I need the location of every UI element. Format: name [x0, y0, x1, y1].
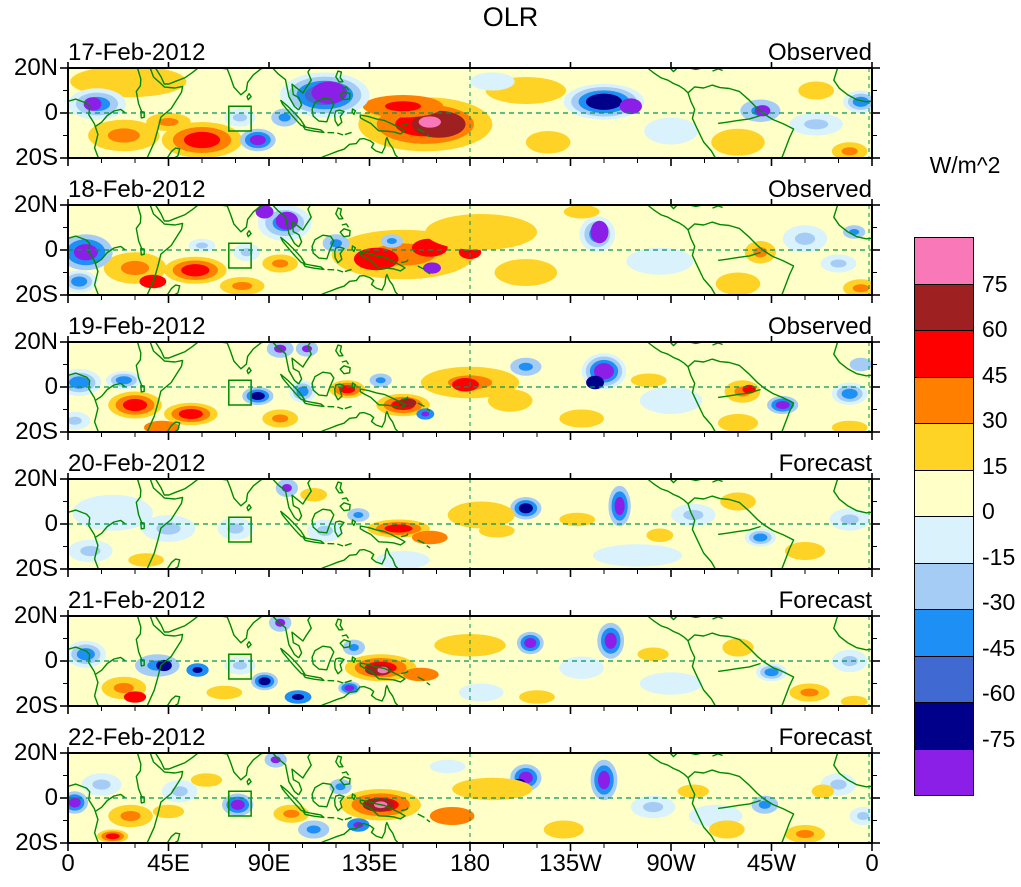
- lat-label: 0: [44, 236, 58, 263]
- lat-label: 0: [44, 99, 58, 126]
- colorbar-tick-label: -30: [982, 589, 1016, 615]
- colorbar-segment: [915, 610, 973, 657]
- colorbar-segment: [915, 749, 973, 795]
- panel-date-label: 17-Feb-2012: [68, 39, 206, 66]
- map-panel-svg: [60, 747, 880, 851]
- lat-label: 0: [44, 510, 58, 537]
- lat-label: 0: [44, 373, 58, 400]
- panel-date-label: 19-Feb-2012: [68, 313, 206, 340]
- lon-label: 90W: [646, 850, 696, 877]
- map-panel-svg: [60, 62, 880, 166]
- colorbar-tick-label: -15: [982, 543, 1016, 570]
- lat-label: 20N: [13, 328, 58, 355]
- lon-label: 0: [61, 850, 75, 877]
- map-panel-svg: [60, 336, 880, 440]
- lon-label: 180: [449, 850, 491, 877]
- colorbar-tick-label: -75: [982, 725, 1016, 752]
- lon-label: 0: [865, 850, 879, 877]
- lat-label: 20S: [15, 144, 58, 171]
- panel-type-label: Forecast: [778, 724, 872, 751]
- colorbar-tick-label: 30: [982, 407, 1008, 433]
- lat-label: 20N: [13, 602, 58, 629]
- colorbar-tick-label: 45: [982, 361, 1008, 388]
- lat-label: 20N: [13, 54, 58, 81]
- lat-label: 20S: [15, 829, 58, 856]
- colorbar-segment: [915, 470, 973, 517]
- colorbar-body: [914, 237, 974, 796]
- colorbar-segment: [915, 331, 973, 378]
- lat-label: 20S: [15, 555, 58, 582]
- colorbar-unit-label: W/m^2: [929, 152, 1001, 178]
- lat-label: 0: [44, 647, 58, 674]
- lat-label: 20N: [13, 465, 58, 492]
- lat-label: 0: [44, 784, 58, 811]
- map-panel-svg: [60, 610, 880, 714]
- lon-label: 45E: [147, 850, 190, 877]
- lat-label: 20S: [15, 281, 58, 308]
- panel-type-label: Observed: [767, 39, 872, 66]
- colorbar-segment: [915, 563, 973, 610]
- panel-type-label: Forecast: [778, 450, 872, 477]
- colorbar-tick-label: 0: [982, 498, 995, 524]
- colorbar-segment: [915, 424, 973, 471]
- figure-title: OLR: [482, 2, 539, 32]
- colorbar-tick-label: -60: [982, 680, 1016, 706]
- lat-label: 20S: [15, 692, 58, 719]
- lon-label: 135W: [539, 850, 602, 877]
- lat-label: 20S: [15, 418, 58, 445]
- panel-type-label: Observed: [767, 313, 872, 340]
- colorbar-tick-label: 60: [982, 316, 1008, 342]
- panel-date-label: 21-Feb-2012: [68, 587, 206, 614]
- map-panel-svg: [60, 199, 880, 303]
- panel-type-label: Forecast: [778, 587, 872, 614]
- colorbar-segment: [915, 517, 973, 564]
- lon-label: 135E: [341, 850, 398, 877]
- panel-date-label: 22-Feb-2012: [68, 724, 206, 751]
- colorbar-tick-label: 15: [982, 452, 1008, 479]
- lat-label: 20N: [13, 739, 58, 766]
- panel-type-label: Observed: [767, 176, 872, 203]
- colorbar-segment: [915, 703, 973, 750]
- colorbar-segment: [915, 284, 973, 331]
- lon-label: 90E: [247, 850, 291, 877]
- lat-label: 20N: [13, 191, 58, 218]
- map-panel-svg: [60, 473, 880, 577]
- panel-date-label: 20-Feb-2012: [68, 450, 206, 477]
- colorbar-segment: [915, 238, 973, 285]
- colorbar-segment: [915, 377, 973, 424]
- lon-label: 45W: [746, 850, 797, 877]
- colorbar-tick-label: -45: [982, 634, 1016, 661]
- colorbar-segment: [915, 656, 973, 703]
- colorbar-tick-label: 75: [982, 270, 1008, 297]
- panel-date-label: 18-Feb-2012: [68, 176, 206, 203]
